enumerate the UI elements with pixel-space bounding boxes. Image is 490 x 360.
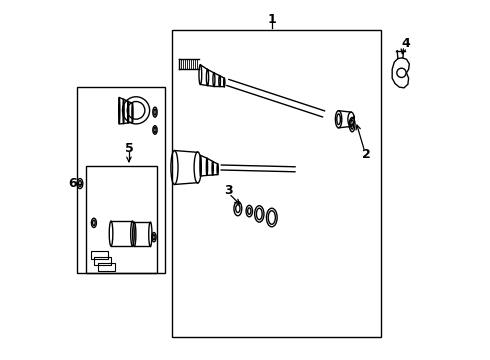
Text: 5: 5 (124, 143, 133, 156)
Bar (91, 251, 108, 259)
Text: 2: 2 (362, 148, 371, 162)
Bar (94, 257, 111, 265)
Bar (98, 263, 115, 271)
Text: 1: 1 (268, 13, 276, 26)
Bar (86, 166, 157, 273)
Bar (77, 87, 165, 273)
Text: 4: 4 (401, 37, 410, 50)
Bar (172, 30, 381, 337)
Text: 6: 6 (69, 177, 77, 190)
Text: 3: 3 (224, 184, 233, 197)
